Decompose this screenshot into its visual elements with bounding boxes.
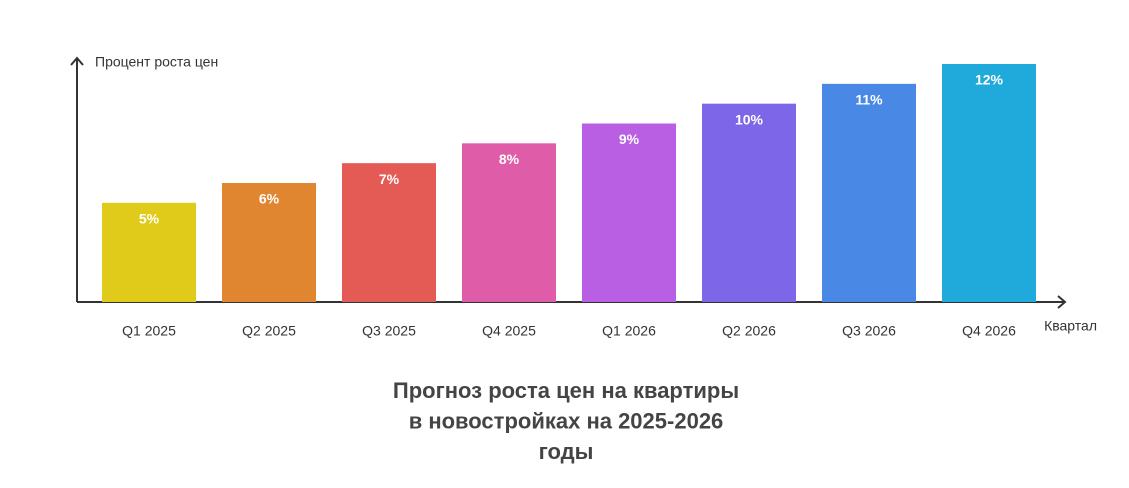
x-tick-label: Q4 2025 bbox=[482, 323, 536, 339]
chart-title: Прогноз роста цен на квартиры bbox=[393, 378, 739, 403]
bar bbox=[342, 163, 436, 302]
chart-title: в новостройках на 2025-2026 bbox=[409, 408, 724, 433]
x-tick-label: Q2 2026 bbox=[722, 323, 776, 339]
x-tick-label: Q4 2026 bbox=[962, 323, 1016, 339]
x-tick-label: Q3 2026 bbox=[842, 323, 896, 339]
value-label: 5% bbox=[139, 211, 160, 227]
bar bbox=[462, 143, 556, 302]
value-label: 9% bbox=[619, 131, 640, 147]
value-label: 6% bbox=[259, 191, 280, 207]
x-tick-label: Q3 2025 bbox=[362, 323, 416, 339]
y-axis-arrow bbox=[70, 56, 84, 66]
x-axis-arrow bbox=[1057, 295, 1067, 309]
value-label: 10% bbox=[735, 111, 764, 127]
chart-title: годы bbox=[539, 439, 594, 464]
value-label: 11% bbox=[855, 92, 883, 108]
value-label: 12% bbox=[975, 72, 1004, 88]
x-tick-label: Q2 2025 bbox=[242, 323, 296, 339]
value-label: 7% bbox=[379, 171, 400, 187]
x-axis-label: Квартал bbox=[1044, 318, 1097, 334]
bar bbox=[102, 202, 196, 302]
bar bbox=[822, 83, 916, 302]
x-tick-label: Q1 2025 bbox=[122, 323, 176, 339]
bar bbox=[942, 64, 1036, 302]
value-label: 8% bbox=[499, 151, 520, 167]
bar bbox=[702, 103, 796, 303]
bar bbox=[582, 123, 676, 302]
y-axis-label: Процент роста цен bbox=[95, 54, 218, 70]
x-tick-label: Q1 2026 bbox=[602, 323, 656, 339]
bar bbox=[222, 183, 316, 302]
